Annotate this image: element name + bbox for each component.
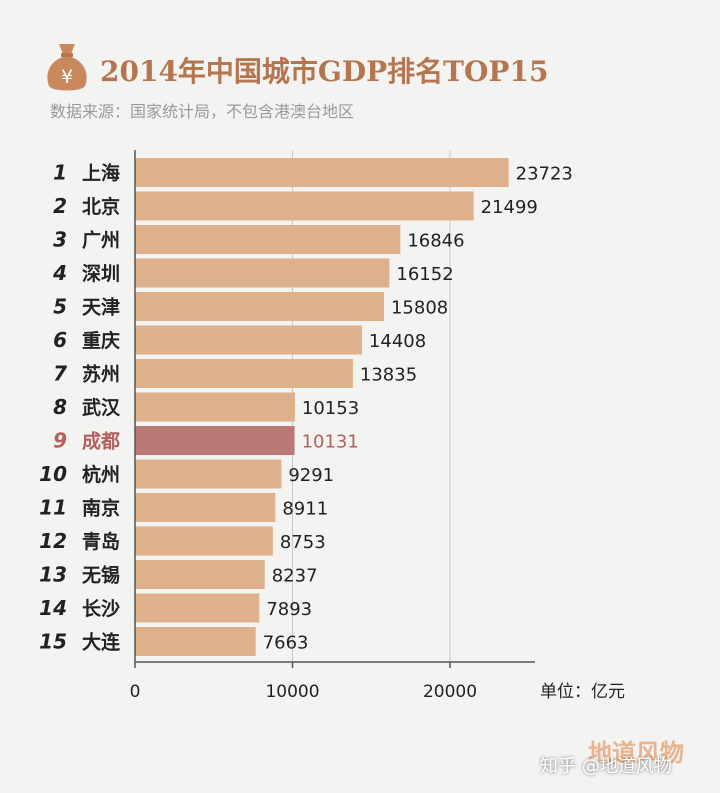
value-label-1: 23723 xyxy=(516,164,573,185)
city-label-1: 上海 xyxy=(82,162,120,185)
bar-6 xyxy=(135,325,362,355)
x-tick-label-1: 10000 xyxy=(265,682,319,702)
bar-13 xyxy=(135,560,265,589)
city-label-8: 武汉 xyxy=(82,397,121,419)
chart-header: ¥ 2014年中国城市GDP排名TOP15 数据来源：国家统计局，不包含港澳台地… xyxy=(0,0,720,130)
rank-label-14: 14 xyxy=(39,596,67,620)
rank-label-15: 15 xyxy=(39,630,67,654)
city-label-9: 成都 xyxy=(82,430,120,453)
money-bag-icon: ¥ xyxy=(47,44,87,91)
bar-11 xyxy=(135,493,276,522)
row-labels: 1 上海 23723 2 北京 21499 3 广州 16846 4 深圳 16152 5 天津 15808… xyxy=(39,161,573,654)
city-label-3: 广州 xyxy=(82,229,120,252)
rank-label-8: 8 xyxy=(53,395,67,419)
city-label-4: 深圳 xyxy=(82,262,120,285)
city-label-12: 青岛 xyxy=(82,530,120,553)
x-axis: 0 10000 20000 单位：亿元 xyxy=(130,150,625,702)
bar-7 xyxy=(135,359,353,388)
value-label-4: 16152 xyxy=(396,264,453,285)
rank-label-3: 3 xyxy=(53,228,67,252)
x-axis-unit-label: 单位：亿元 xyxy=(540,682,625,702)
rank-label-6: 6 xyxy=(53,328,67,352)
value-label-2: 21499 xyxy=(481,197,538,218)
rank-label-13: 13 xyxy=(39,563,67,587)
rank-label-12: 12 xyxy=(39,529,67,553)
bar-1 xyxy=(135,158,509,187)
chart-title: 2014年中国城市GDP排名TOP15 xyxy=(100,55,549,88)
chart-subtitle: 数据来源：国家统计局，不包含港澳台地区 xyxy=(50,102,355,121)
value-label-10: 9291 xyxy=(288,465,334,486)
value-label-14: 7893 xyxy=(266,599,312,620)
city-label-5: 天津 xyxy=(82,296,120,319)
bar-12 xyxy=(135,526,273,556)
value-label-8: 10153 xyxy=(302,398,359,419)
bars xyxy=(135,158,509,656)
bar-15 xyxy=(135,627,256,656)
value-label-9: 10131 xyxy=(302,432,359,453)
rank-label-11: 11 xyxy=(39,496,67,520)
bar-2 xyxy=(135,191,474,221)
bar-14 xyxy=(135,593,260,623)
watermark: 知乎 @地道风物 xyxy=(540,756,672,777)
bar-10 xyxy=(135,459,282,489)
x-tick-label-0: 0 xyxy=(130,682,141,702)
city-label-14: 长沙 xyxy=(82,598,120,620)
rank-label-5: 5 xyxy=(53,295,67,319)
value-label-11: 8911 xyxy=(282,499,328,520)
bar-9 xyxy=(135,426,295,455)
value-label-13: 8237 xyxy=(272,566,318,587)
rank-label-4: 4 xyxy=(52,261,67,285)
bar-5 xyxy=(135,292,384,321)
value-label-6: 14408 xyxy=(369,331,426,352)
footer-logo: 地道风物 xyxy=(588,738,684,767)
value-label-5: 15808 xyxy=(391,298,448,319)
rank-label-1: 1 xyxy=(53,161,67,185)
city-label-2: 北京 xyxy=(82,195,120,218)
bar-3 xyxy=(135,225,401,254)
city-label-13: 无锡 xyxy=(82,564,120,587)
city-label-10: 杭州 xyxy=(82,463,120,486)
value-label-3: 16846 xyxy=(407,231,464,252)
bar-4 xyxy=(135,258,390,288)
city-label-6: 重庆 xyxy=(82,329,120,352)
city-label-15: 大连 xyxy=(82,631,121,654)
value-label-15: 7663 xyxy=(263,633,309,654)
city-label-11: 南京 xyxy=(82,497,120,520)
value-label-7: 13835 xyxy=(360,365,417,386)
money-bag-symbol: ¥ xyxy=(61,66,73,88)
rank-label-9: 9 xyxy=(53,429,67,453)
value-label-12: 8753 xyxy=(280,532,326,553)
bar-8 xyxy=(135,392,295,422)
rank-label-7: 7 xyxy=(53,362,67,386)
city-label-7: 苏州 xyxy=(82,363,120,386)
x-tick-label-2: 20000 xyxy=(423,682,477,702)
rank-label-10: 10 xyxy=(39,462,67,486)
rank-label-2: 2 xyxy=(53,194,67,218)
